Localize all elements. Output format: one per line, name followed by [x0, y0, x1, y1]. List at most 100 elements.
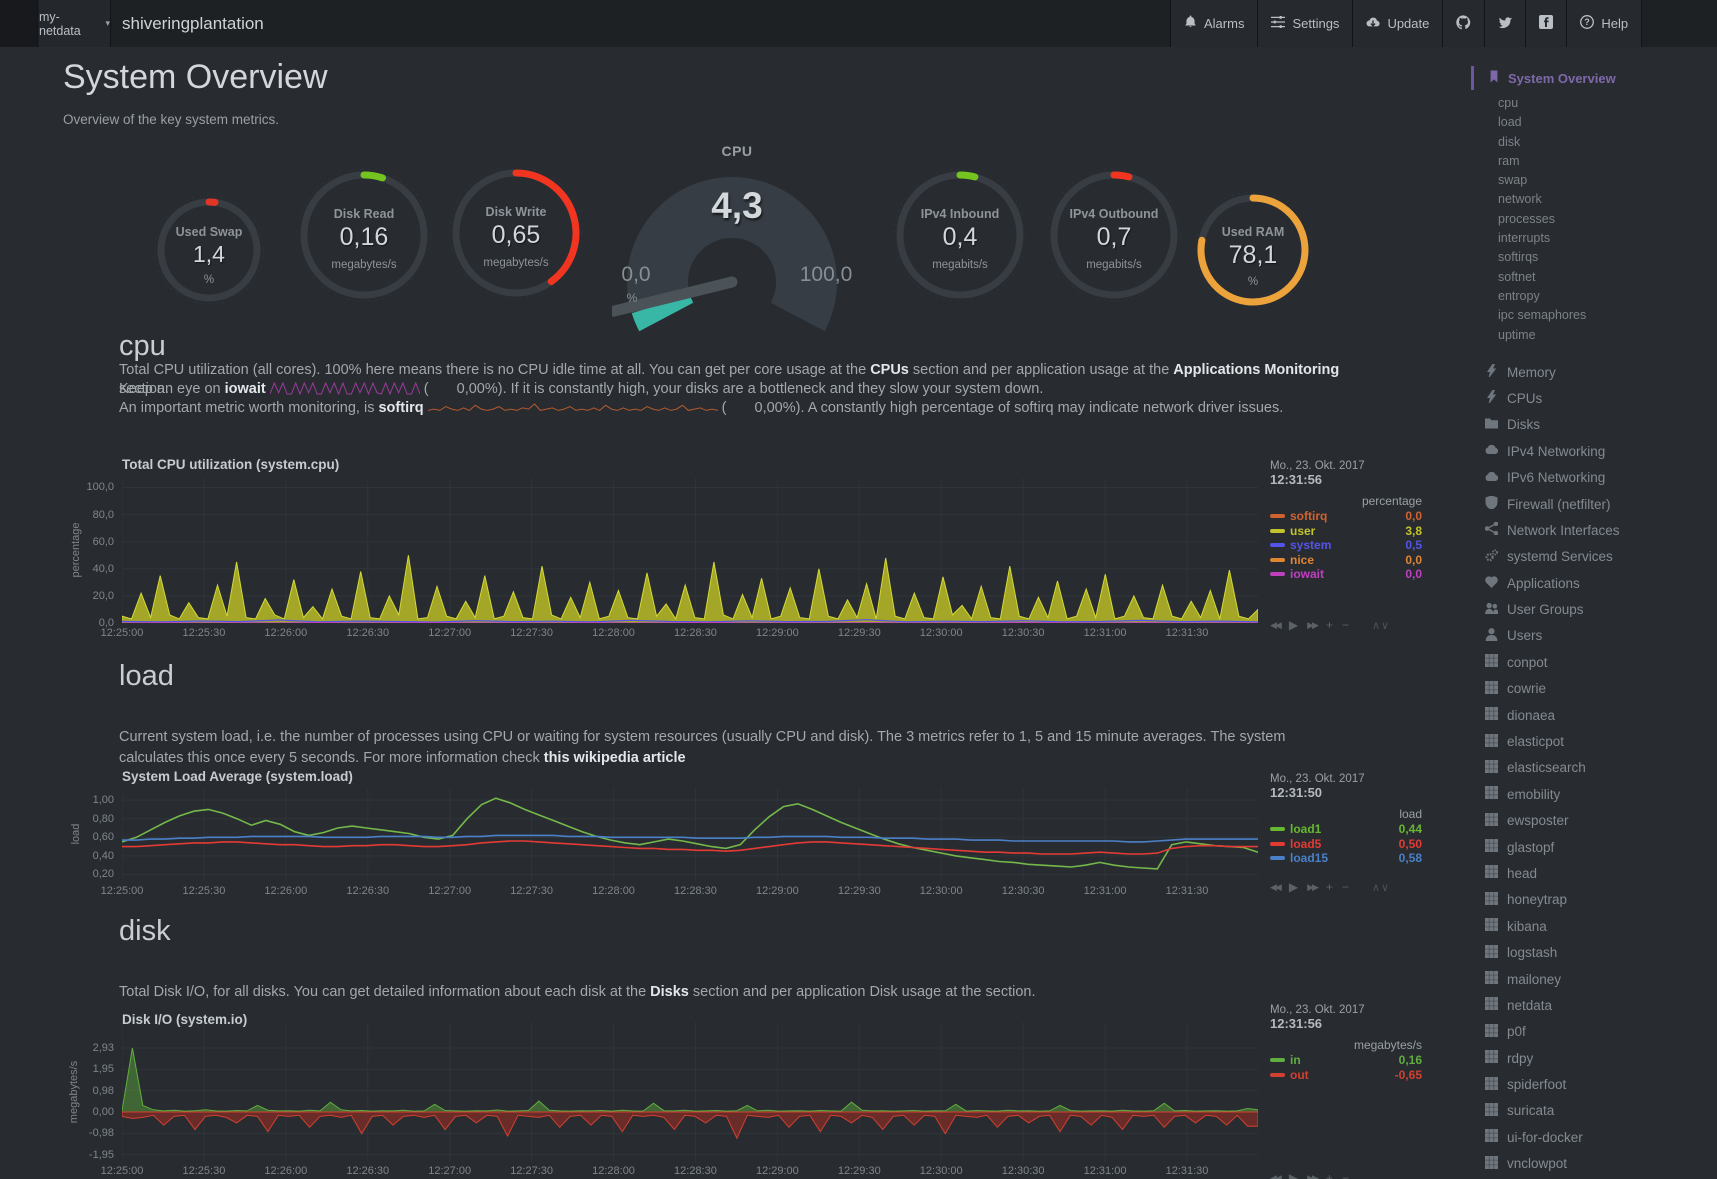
sidebar-item-logstash[interactable]: logstash: [1484, 939, 1717, 965]
disk-read-gauge[interactable]: Disk Read 0,16 megabytes/s: [296, 167, 432, 303]
update-button[interactable]: Update: [1352, 0, 1443, 47]
sidebar-item-netdata[interactable]: netdata: [1484, 992, 1717, 1018]
legend-row-out[interactable]: out -0,65: [1270, 1068, 1422, 1083]
disk-write-gauge[interactable]: Disk Write 0,65 megabytes/s: [448, 165, 584, 301]
legend-row-load5[interactable]: load5 0,50: [1270, 837, 1422, 852]
zoom-out-button[interactable]: −: [1341, 618, 1349, 632]
play-button[interactable]: ▶: [1288, 880, 1299, 894]
sidebar-sub-item-interrupts[interactable]: interrupts: [1498, 231, 1551, 246]
hostname-title: shiveringplantation: [122, 13, 264, 33]
legend-row-user[interactable]: user 3,8: [1270, 524, 1422, 539]
facebook-button[interactable]: [1525, 0, 1567, 47]
pan-back-button[interactable]: ◀◀: [1270, 619, 1282, 630]
gauge-unit: %: [1247, 276, 1259, 288]
sidebar-item-users[interactable]: Users: [1485, 623, 1717, 649]
sidebar-item-disks[interactable]: Disks: [1484, 412, 1717, 438]
cpu-gauge[interactable]: CPU 4,3 0,0 100,0 %: [612, 135, 862, 335]
disks-link[interactable]: Disks: [650, 984, 689, 1000]
sidebar-item-conpot[interactable]: conpot: [1484, 649, 1717, 675]
pan-back-button[interactable]: ◀◀: [1270, 881, 1282, 892]
sidebar-item-applications[interactable]: Applications: [1485, 570, 1717, 596]
legend-date: Mo., 23. Okt. 2017: [1270, 1004, 1365, 1016]
sidebar-sub-item-softirqs[interactable]: softirqs: [1498, 250, 1539, 265]
resize-handle[interactable]: ∧∨: [1371, 619, 1391, 632]
twitter-button[interactable]: [1484, 0, 1526, 47]
legend-row-iowait[interactable]: iowait 0,0: [1270, 567, 1422, 582]
used-swap-gauge[interactable]: Used Swap 1,4 %: [153, 194, 265, 306]
sidebar-item-kibana[interactable]: kibana: [1484, 913, 1717, 939]
sidebar-sub-item-swap[interactable]: swap: [1498, 173, 1528, 188]
sidebar-item-suricata[interactable]: suricata: [1484, 1098, 1717, 1124]
sidebar-item-head[interactable]: head: [1484, 860, 1717, 886]
cpus-link[interactable]: CPUs: [870, 362, 909, 378]
disk-chart-canvas[interactable]: [122, 1022, 1258, 1162]
legend-row-softirq[interactable]: softirq 0,0: [1270, 509, 1422, 524]
sidebar-item-mailoney[interactable]: mailoney: [1484, 966, 1717, 992]
sidebar-item-rdpy[interactable]: rdpy: [1484, 1045, 1717, 1071]
sidebar-item-glastopf[interactable]: glastopf: [1484, 834, 1717, 860]
sidebar-item-elasticpot[interactable]: elasticpot: [1484, 728, 1717, 754]
sidebar-sub-item-ram[interactable]: ram: [1498, 153, 1520, 168]
sidebar-sub-item-entropy[interactable]: entropy: [1498, 288, 1540, 303]
sidebar-sub-item-ipc-semaphores[interactable]: ipc semaphores: [1498, 308, 1587, 323]
applications-monitoring-link[interactable]: Applications Monitoring: [1173, 362, 1340, 378]
sidebar-sub-item-uptime[interactable]: uptime: [1498, 327, 1536, 342]
load-chart-canvas[interactable]: [122, 788, 1258, 881]
zoom-in-button[interactable]: +: [1325, 880, 1333, 894]
sidebar-sub-item-load[interactable]: load: [1498, 115, 1522, 130]
my-netdata-menu[interactable]: my-netdata ▾: [39, 0, 111, 47]
zoom-out-button[interactable]: −: [1341, 1171, 1349, 1179]
github-button[interactable]: [1442, 0, 1485, 47]
play-button[interactable]: ▶: [1288, 1171, 1299, 1179]
sidebar-sub-item-disk[interactable]: disk: [1498, 134, 1521, 149]
sidebar-item-memory[interactable]: Memory: [1485, 359, 1717, 385]
sidebar-item-ewsposter[interactable]: ewsposter: [1484, 808, 1717, 834]
sidebar-sub-item-processes[interactable]: processes: [1498, 211, 1555, 226]
sidebar-item-ipv6-networking[interactable]: IPv6 Networking: [1485, 464, 1717, 490]
zoom-in-button[interactable]: +: [1325, 618, 1333, 632]
sidebar-item-system-overview[interactable]: System Overview: [1471, 66, 1717, 90]
pan-forward-button[interactable]: ▶▶: [1307, 1172, 1319, 1179]
sidebar-item-p0f[interactable]: p0f: [1484, 1019, 1717, 1045]
sidebar-item-cowrie[interactable]: cowrie: [1484, 676, 1717, 702]
alarms-button[interactable]: Alarms: [1170, 0, 1258, 47]
legend-row-load15[interactable]: load15 0,58: [1270, 851, 1422, 866]
sidebar-item-elasticsearch[interactable]: elasticsearch: [1484, 755, 1717, 781]
zoom-out-button[interactable]: −: [1341, 880, 1349, 894]
legend-row-system[interactable]: system 0,5: [1270, 538, 1422, 553]
ipv4-inbound-gauge[interactable]: IPv4 Inbound 0,4 megabits/s: [892, 167, 1028, 303]
play-button[interactable]: ▶: [1288, 618, 1299, 632]
sidebar-sub-item-cpu[interactable]: cpu: [1498, 96, 1519, 110]
sidebar-item-systemd-services[interactable]: systemd Services: [1485, 544, 1717, 570]
ipv4-outbound-gauge[interactable]: IPv4 Outbound 0,7 megabits/s: [1046, 167, 1182, 303]
cpu-chart-canvas[interactable]: [122, 478, 1258, 623]
pan-forward-button[interactable]: ▶▶: [1307, 619, 1319, 630]
sidebar-item-vnclowpot[interactable]: vnclowpot: [1484, 1151, 1717, 1177]
settings-button[interactable]: Settings: [1257, 0, 1353, 47]
wikipedia-link[interactable]: this wikipedia article: [543, 750, 686, 766]
sidebar-item-dionaea[interactable]: dionaea: [1484, 702, 1717, 728]
sidebar-item-emobility[interactable]: emobility: [1484, 781, 1717, 807]
sidebar-sub-item-network[interactable]: network: [1498, 192, 1542, 207]
resize-handle[interactable]: ∧∨: [1371, 881, 1391, 894]
legend-label: nice: [1290, 552, 1315, 567]
sidebar-item-honeytrap[interactable]: honeytrap: [1484, 887, 1717, 913]
legend-row-nice[interactable]: nice 0,0: [1270, 553, 1422, 568]
my-netdata-label: my-netdata: [39, 9, 81, 38]
legend-row-in[interactable]: in 0,16: [1270, 1053, 1422, 1068]
used-ram-gauge[interactable]: Used RAM 78,1 %: [1193, 190, 1313, 310]
sidebar-item-network-interfaces[interactable]: Network Interfaces: [1484, 517, 1717, 543]
pan-forward-button[interactable]: ▶▶: [1307, 881, 1319, 892]
legend-row-load1[interactable]: load1 0,44: [1270, 822, 1422, 837]
sidebar-item-label: Users: [1507, 628, 1543, 644]
zoom-in-button[interactable]: +: [1325, 1171, 1333, 1179]
pan-back-button[interactable]: ◀◀: [1270, 1172, 1282, 1179]
sidebar-item-ui-for-docker[interactable]: ui-for-docker: [1484, 1124, 1717, 1150]
sidebar-sub-item-softnet[interactable]: softnet: [1498, 269, 1536, 284]
sidebar-item-cpus[interactable]: CPUs: [1485, 385, 1717, 411]
sidebar-item-firewall-netfilter-[interactable]: Firewall (netfilter): [1485, 491, 1717, 517]
sidebar-item-user-groups[interactable]: User Groups: [1485, 596, 1717, 622]
sidebar-item-spiderfoot[interactable]: spiderfoot: [1484, 1071, 1717, 1097]
sidebar-item-ipv4-networking[interactable]: IPv4 Networking: [1485, 438, 1717, 464]
help-button[interactable]: ? Help: [1566, 0, 1643, 47]
